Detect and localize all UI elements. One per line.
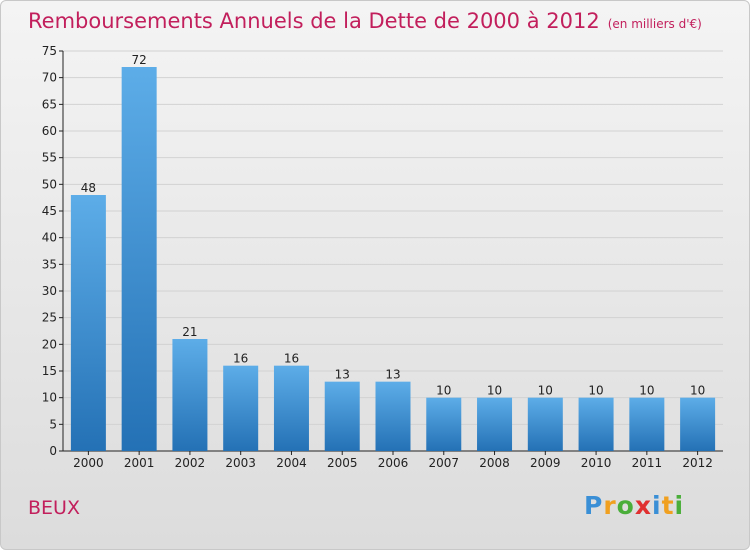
data-label: 10 bbox=[487, 384, 502, 398]
data-label: 72 bbox=[132, 53, 147, 67]
bar bbox=[578, 397, 614, 451]
bar bbox=[223, 365, 259, 451]
y-tick-label: 10 bbox=[42, 391, 57, 405]
y-tick-label: 45 bbox=[42, 204, 57, 218]
x-tick-label: 2000 bbox=[73, 456, 104, 470]
bar bbox=[426, 397, 462, 451]
x-tick-label: 2010 bbox=[581, 456, 612, 470]
brand-letter: o bbox=[616, 491, 635, 520]
bar bbox=[527, 397, 563, 451]
bar bbox=[629, 397, 665, 451]
x-tick-label: 2007 bbox=[428, 456, 459, 470]
y-tick-label: 0 bbox=[49, 444, 57, 458]
x-tick-label: 2004 bbox=[276, 456, 307, 470]
data-label: 10 bbox=[639, 384, 654, 398]
brand-letter: x bbox=[634, 491, 652, 520]
brand-letter: t bbox=[661, 491, 675, 520]
y-tick-label: 75 bbox=[42, 44, 57, 58]
x-tick-label: 2009 bbox=[530, 456, 561, 470]
data-label: 13 bbox=[335, 368, 350, 382]
bar bbox=[70, 195, 106, 451]
data-label: 21 bbox=[182, 325, 197, 339]
x-tick-label: 2005 bbox=[327, 456, 358, 470]
y-tick-label: 50 bbox=[42, 177, 57, 191]
brand-letter: i bbox=[674, 491, 685, 520]
data-label: 10 bbox=[538, 384, 553, 398]
data-label: 48 bbox=[81, 181, 96, 195]
y-tick-label: 65 bbox=[42, 97, 57, 111]
y-tick-label: 30 bbox=[42, 284, 57, 298]
bar bbox=[273, 365, 309, 451]
bar bbox=[324, 381, 360, 451]
y-tick-label: 20 bbox=[42, 337, 57, 351]
y-tick-label: 35 bbox=[42, 257, 57, 271]
bar bbox=[375, 381, 411, 451]
data-label: 16 bbox=[284, 352, 299, 366]
bar bbox=[680, 397, 716, 451]
brand-letter: i bbox=[652, 491, 662, 520]
brand-letter: r bbox=[603, 491, 617, 520]
x-tick-label: 2003 bbox=[225, 456, 256, 470]
y-tick-label: 70 bbox=[42, 71, 57, 85]
data-label: 10 bbox=[588, 384, 603, 398]
x-tick-label: 2002 bbox=[175, 456, 206, 470]
data-label: 16 bbox=[233, 352, 248, 366]
chart-subtitle: (en milliers d'€) bbox=[607, 17, 702, 31]
bar bbox=[121, 67, 157, 451]
y-tick-label: 55 bbox=[42, 151, 57, 165]
chart-title: Remboursements Annuels de la Dette de 20… bbox=[28, 9, 702, 33]
y-tick-label: 25 bbox=[42, 311, 57, 325]
data-label: 10 bbox=[690, 384, 705, 398]
x-tick-label: 2001 bbox=[124, 456, 155, 470]
brand-letter: P bbox=[584, 491, 604, 520]
x-tick-label: 2008 bbox=[479, 456, 510, 470]
x-tick-label: 2011 bbox=[632, 456, 663, 470]
x-tick-label: 2006 bbox=[378, 456, 409, 470]
y-tick-label: 60 bbox=[42, 124, 57, 138]
y-tick-label: 5 bbox=[49, 417, 57, 431]
data-label: 13 bbox=[385, 368, 400, 382]
bar bbox=[172, 339, 208, 451]
chart-title-text: Remboursements Annuels de la Dette de 20… bbox=[28, 9, 600, 33]
proxiti-logo: Proxiti bbox=[584, 491, 684, 520]
bar bbox=[477, 397, 513, 451]
location-label: BEUX bbox=[28, 497, 80, 519]
y-tick-label: 40 bbox=[42, 231, 57, 245]
y-tick-label: 15 bbox=[42, 364, 57, 378]
x-tick-label: 2012 bbox=[682, 456, 713, 470]
data-label: 10 bbox=[436, 384, 451, 398]
